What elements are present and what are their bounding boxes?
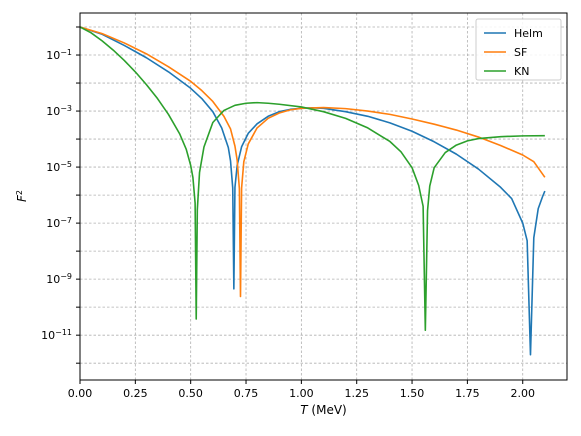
- x-tick-label: 0.50: [178, 387, 203, 400]
- tick-layer: 0.00 0.25 0.50 0.75 1.00 1.25 1.50 1.75 2.00 10−1…: [41, 26, 535, 400]
- x-axis-label: T (MeV): [300, 403, 346, 417]
- y-axis-label: F2: [15, 190, 30, 202]
- legend-label-helm: Helm: [514, 27, 543, 40]
- legend: Helm SF KN: [475, 18, 562, 81]
- plot-frame: [79, 12, 568, 381]
- legend-label-sf: SF: [514, 46, 527, 59]
- y-tick-label: 10−5: [46, 160, 72, 175]
- x-tick-label: 0.75: [234, 387, 259, 400]
- x-tick-label: 0.25: [123, 387, 148, 400]
- x-tick-label: 1.75: [455, 387, 480, 400]
- legend-box: [475, 18, 562, 81]
- series-layer: [80, 26, 546, 356]
- x-tick-label: 1.00: [289, 387, 314, 400]
- legend-label-kn: KN: [514, 65, 529, 78]
- x-tick-label: 0.00: [68, 387, 93, 400]
- x-tick-label: 1.50: [400, 387, 425, 400]
- series-line-sf: [80, 26, 546, 298]
- y-tick-label: 10−9: [46, 272, 72, 287]
- series-line-helm: [80, 26, 546, 356]
- x-tick-label: 1.25: [344, 387, 369, 400]
- series-line-kn: [80, 26, 545, 332]
- y-tick-label: 10−1: [46, 48, 72, 63]
- x-tick-label: 2.00: [510, 387, 535, 400]
- y-tick-label: 10−7: [46, 216, 72, 231]
- y-tick-label: 10−3: [46, 104, 72, 119]
- y-tick-label: 10−11: [41, 328, 72, 343]
